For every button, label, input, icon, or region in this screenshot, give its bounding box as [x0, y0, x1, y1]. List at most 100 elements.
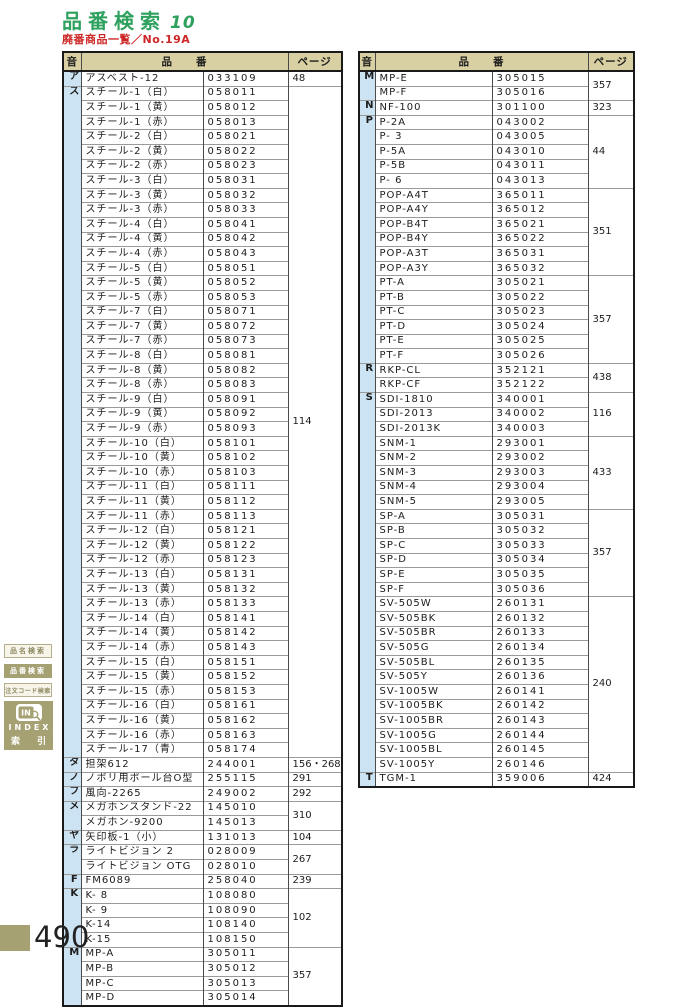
product-code-cell: 058112 — [202, 494, 288, 510]
product-code-cell: 058073 — [202, 333, 288, 349]
product-code-cell: 058103 — [202, 465, 288, 481]
product-name-cell: P-2A — [374, 114, 492, 130]
product-name-cell: SNM-5 — [374, 494, 492, 510]
product-name-cell: P- 6 — [374, 173, 492, 189]
product-code-cell: 359006 — [491, 771, 588, 788]
product-code-cell: 058032 — [202, 187, 288, 203]
page-number-cell: 104 — [287, 829, 342, 845]
product-code-cell: 058161 — [202, 698, 288, 714]
product-name-cell: スチール-16（白） — [80, 698, 203, 714]
page-number-cell: 323 — [587, 100, 634, 116]
product-name-cell: SV-505Y — [374, 669, 492, 685]
col-header-page: ページ — [287, 52, 342, 72]
table-row: SV-505Y 260136 — [359, 669, 634, 685]
table-row: SP-A 305031 357 — [359, 508, 634, 597]
product-name-cell: スチール-1（黄） — [80, 100, 203, 116]
product-code-cell: 058131 — [202, 567, 288, 583]
table-row: スチール-3（白） 058031 — [63, 173, 342, 189]
product-name-cell: POP-B4Y — [374, 231, 492, 247]
page-subtitle: 廃番商品一覧／No.19A — [62, 33, 191, 46]
table-row: スチール-17（青） 058174 — [63, 742, 342, 758]
product-code-cell: 058111 — [202, 479, 288, 495]
page-number-cell: 48 — [287, 70, 342, 87]
product-name-cell: POP-B4T — [374, 216, 492, 233]
table-row: SNM-4 293004 — [359, 479, 634, 495]
product-code-cell: 260145 — [491, 742, 588, 758]
product-code-cell: 108140 — [202, 917, 288, 933]
table-row: スチール-4（赤） 058043 — [63, 246, 342, 262]
product-name-cell: スチール-14（赤） — [80, 640, 203, 656]
table-row: スチール-12（黄） 058122 — [63, 538, 342, 554]
product-name-cell: スチール-5（黄） — [80, 275, 203, 291]
product-code-cell: 108090 — [202, 902, 288, 918]
sidebar-tab-order-code-search[interactable]: 注文コード検索 — [4, 683, 52, 697]
index-kanji-right: 引 — [36, 737, 46, 747]
product-code-cell: 043005 — [491, 129, 588, 145]
table-row: F FM6089 258040 239 — [62, 873, 342, 889]
product-code-cell: 340003 — [491, 421, 588, 437]
table-row: ヤ矢印板-1（小） 131013 104 — [62, 829, 342, 845]
table-row: SNM-2 293002 — [359, 450, 634, 466]
table-row: スチール-12（白） 058121 — [63, 523, 342, 539]
product-name-cell: MP-F — [374, 85, 492, 101]
product-name-cell: POP-A3Y — [374, 260, 492, 276]
table-row: スチール-11（白） 058111 — [63, 479, 342, 495]
table-row: スチール-14（白） 058141 — [63, 610, 342, 627]
product-name-cell: SP-E — [374, 567, 492, 583]
table-row: スチール-16（白） 058161 — [63, 698, 342, 714]
product-code-cell: 260133 — [491, 625, 588, 641]
product-code-cell: 043013 — [491, 173, 588, 189]
product-code-cell: 249002 — [202, 786, 288, 802]
col-header-hinban: 品 番 — [80, 52, 288, 72]
product-name-cell: スチール-7（白） — [80, 304, 203, 320]
table-row: M MP-A 305011 357 — [62, 946, 342, 1006]
product-code-cell: 260143 — [491, 713, 588, 729]
product-name-cell: スチール-14（白） — [80, 610, 203, 627]
product-name-cell: K- 9 — [80, 902, 203, 918]
table-row: スチール-4（黄） 058042 — [63, 231, 342, 247]
product-name-cell: SV-505G — [374, 640, 492, 656]
table-row: P-5A 043010 — [359, 143, 634, 160]
product-name-cell: TGM-1 — [374, 771, 492, 788]
table-row: ライトビジョン OTG 028010 — [63, 859, 342, 875]
product-name-cell: SV-1005BL — [374, 742, 492, 758]
index-table-right-wrap: 音品 番ページ M MP-E 305015 357 MP-F 305016 N NF-100 30… — [358, 51, 635, 789]
sidebar-tab-product-number-search[interactable]: 品番検索 — [4, 664, 52, 678]
table-row: SNM-1 293001 433 — [359, 435, 634, 510]
page-number-cell: 310 — [287, 800, 342, 831]
table-row: スチール-2（黄） 058022 — [63, 143, 342, 160]
product-code-cell: 058031 — [202, 173, 288, 189]
table-row: スチール-10（黄） 058102 — [63, 450, 342, 466]
table-row: PT-D 305024 — [359, 319, 634, 335]
product-code-cell: 260136 — [491, 669, 588, 685]
kana-letter-cell: タ — [62, 756, 81, 772]
product-name-cell: メガホン-9200 — [80, 815, 203, 831]
table-row: スチール-15（赤） 058153 — [63, 683, 342, 700]
product-code-cell: 058133 — [202, 596, 288, 612]
product-name-cell: 矢印板-1（小） — [80, 829, 203, 845]
product-name-cell: FM6089 — [80, 873, 203, 889]
product-code-cell: 058023 — [202, 158, 288, 174]
table-row: P- 6 043013 — [359, 173, 634, 189]
product-name-cell: SNM-1 — [374, 435, 492, 451]
sidebar-index-block[interactable]: IN INDEX 索 引 — [4, 701, 53, 750]
kana-letter-cell: P — [358, 114, 375, 364]
table-row: スチール-7（黄） 058072 — [63, 319, 342, 335]
product-name-cell: スチール-4（白） — [80, 216, 203, 233]
page-number-cell: 424 — [587, 771, 634, 788]
table-row: スチール-7（赤） 058073 — [63, 333, 342, 349]
table-row: K-14 108140 — [63, 917, 342, 933]
sidebar-tab-product-name-search[interactable]: 品名検索 — [4, 644, 52, 658]
product-name-cell: 風向-2265 — [80, 786, 203, 802]
product-code-cell: 365021 — [491, 216, 588, 233]
table-row: SP-C 305033 — [359, 538, 634, 554]
table-row: スチール-13（赤） 058133 — [63, 596, 342, 612]
product-code-cell: 260142 — [491, 698, 588, 714]
product-name-cell: スチール-10（白） — [80, 435, 203, 451]
table-row: T TGM-1 359006 424 — [358, 771, 634, 788]
page-number-cell: 116 — [587, 392, 634, 437]
table-row: SNM-5 293005 — [359, 494, 634, 510]
page-number-cell: 357 — [587, 275, 634, 364]
table-row: PT-E 305025 — [359, 333, 634, 349]
product-name-cell: SP-F — [374, 581, 492, 597]
